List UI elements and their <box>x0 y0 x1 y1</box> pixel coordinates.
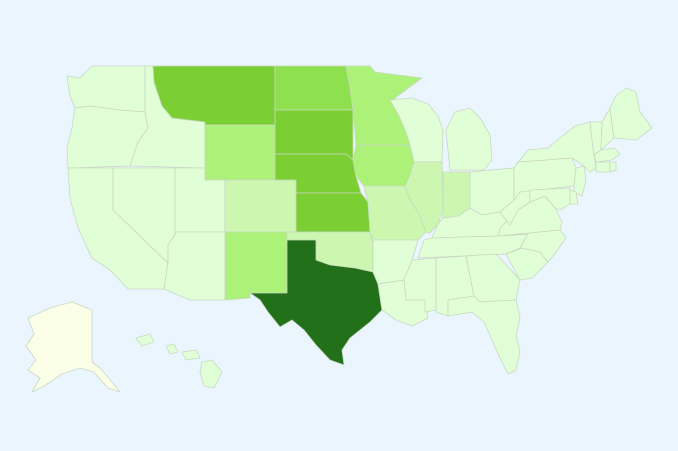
state-sd[interactable] <box>274 109 354 161</box>
state-fl[interactable] <box>447 295 521 375</box>
lower-48-states <box>66 65 653 375</box>
state-mt[interactable] <box>152 65 276 126</box>
state-nj[interactable] <box>573 165 587 197</box>
state-md[interactable] <box>529 187 571 211</box>
state-co[interactable] <box>224 179 297 233</box>
hawaii-inset <box>135 333 223 389</box>
state-wy[interactable] <box>204 124 276 181</box>
state-ia[interactable] <box>352 144 415 187</box>
state-ks[interactable] <box>295 192 371 233</box>
state-ct[interactable] <box>595 161 611 173</box>
state-nm[interactable] <box>224 231 288 301</box>
state-nd[interactable] <box>274 65 354 111</box>
state-tx[interactable] <box>249 239 383 366</box>
state-hi[interactable] <box>135 333 223 389</box>
state-ak[interactable] <box>25 301 121 393</box>
state-az[interactable] <box>163 231 226 301</box>
alaska-inset <box>25 301 121 393</box>
state-nc[interactable] <box>497 229 567 263</box>
state-mi[interactable] <box>445 107 493 171</box>
state-me[interactable] <box>609 87 653 141</box>
state-ri[interactable] <box>609 161 617 173</box>
